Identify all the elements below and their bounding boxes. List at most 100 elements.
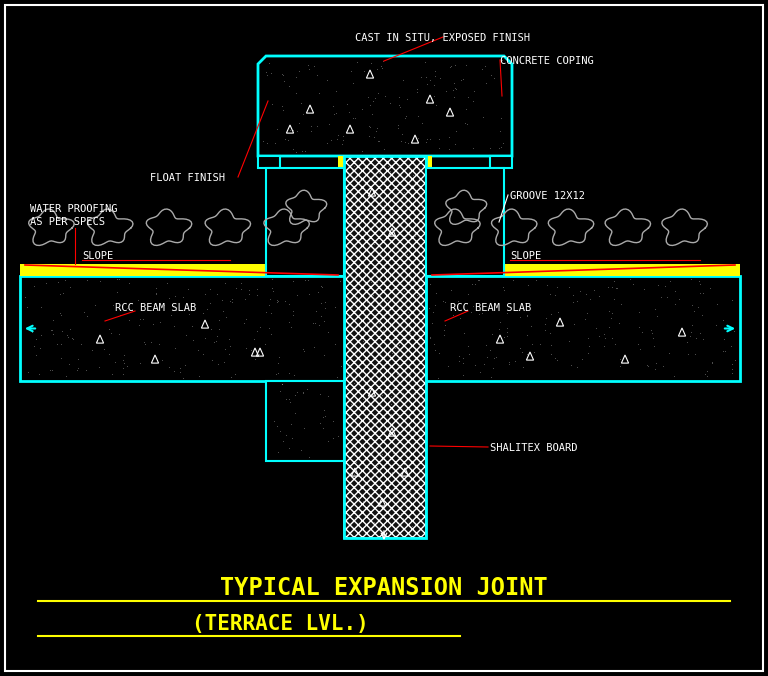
Point — [266, 99, 278, 110]
Point — [386, 208, 399, 218]
Point — [641, 360, 654, 370]
Point — [416, 454, 429, 464]
Point — [485, 143, 497, 153]
Point — [602, 281, 614, 292]
Point — [354, 445, 366, 456]
Point — [313, 319, 326, 330]
Point — [514, 311, 526, 322]
Point — [581, 308, 594, 318]
Point — [392, 99, 405, 110]
Point — [379, 174, 391, 185]
Point — [392, 469, 404, 480]
Point — [30, 349, 42, 360]
Point — [273, 385, 286, 396]
Point — [375, 347, 387, 358]
Point — [276, 105, 289, 116]
Point — [694, 287, 707, 298]
Point — [412, 132, 424, 143]
Point — [311, 120, 323, 131]
Point — [661, 291, 674, 302]
Point — [395, 136, 407, 147]
Point — [373, 317, 386, 328]
Point — [686, 320, 698, 331]
Point — [399, 485, 412, 496]
Point — [257, 135, 269, 146]
Point — [463, 349, 475, 360]
Point — [590, 323, 602, 334]
Point — [379, 387, 391, 398]
Point — [579, 313, 591, 324]
Point — [276, 379, 288, 390]
Point — [384, 350, 396, 361]
Point — [385, 399, 397, 410]
Point — [421, 78, 433, 89]
Point — [156, 355, 168, 366]
Point — [381, 294, 393, 305]
Point — [372, 297, 384, 308]
Point — [345, 471, 357, 482]
Point — [345, 399, 357, 410]
Point — [343, 107, 355, 118]
Point — [291, 387, 303, 397]
Point — [407, 258, 419, 269]
Point — [388, 506, 400, 516]
Point — [458, 328, 470, 339]
Point — [412, 290, 424, 301]
Point — [55, 310, 67, 320]
Point — [609, 339, 621, 349]
Text: FLOAT FINISH: FLOAT FINISH — [150, 173, 225, 183]
Point — [365, 199, 377, 210]
Point — [460, 104, 472, 115]
Point — [398, 514, 410, 525]
Point — [350, 174, 362, 185]
Point — [700, 366, 713, 377]
Point — [213, 324, 225, 335]
Point — [474, 366, 486, 377]
Point — [289, 407, 301, 418]
Point — [485, 345, 497, 356]
Point — [462, 118, 474, 129]
Point — [293, 118, 306, 128]
Point — [372, 136, 385, 147]
Point — [250, 290, 263, 301]
Point — [134, 358, 146, 368]
Point — [514, 301, 526, 312]
Point — [383, 307, 396, 318]
Point — [282, 135, 294, 145]
Point — [366, 109, 378, 120]
Point — [424, 333, 436, 344]
Point — [657, 360, 669, 371]
Point — [494, 317, 506, 328]
Point — [450, 84, 462, 95]
Point — [213, 314, 225, 325]
Point — [117, 362, 129, 373]
Point — [121, 361, 134, 372]
Point — [699, 368, 711, 379]
Point — [588, 284, 601, 295]
Point — [299, 274, 311, 285]
Point — [78, 306, 91, 317]
Point — [349, 112, 362, 123]
Point — [318, 316, 330, 327]
Point — [387, 448, 399, 458]
Point — [447, 310, 459, 320]
Point — [385, 390, 397, 401]
Bar — [266, 381, 344, 461]
Point — [319, 303, 332, 314]
Point — [347, 377, 359, 388]
Point — [260, 67, 273, 78]
Point — [117, 368, 129, 379]
Point — [551, 355, 564, 366]
Point — [369, 510, 382, 521]
Point — [330, 372, 343, 383]
Point — [199, 314, 211, 325]
Point — [260, 69, 273, 80]
Point — [384, 253, 396, 264]
Point — [35, 302, 48, 313]
Point — [216, 294, 228, 305]
Polygon shape — [258, 56, 512, 156]
Point — [379, 356, 392, 367]
Point — [398, 333, 410, 344]
Point — [313, 417, 326, 428]
Point — [40, 278, 52, 289]
